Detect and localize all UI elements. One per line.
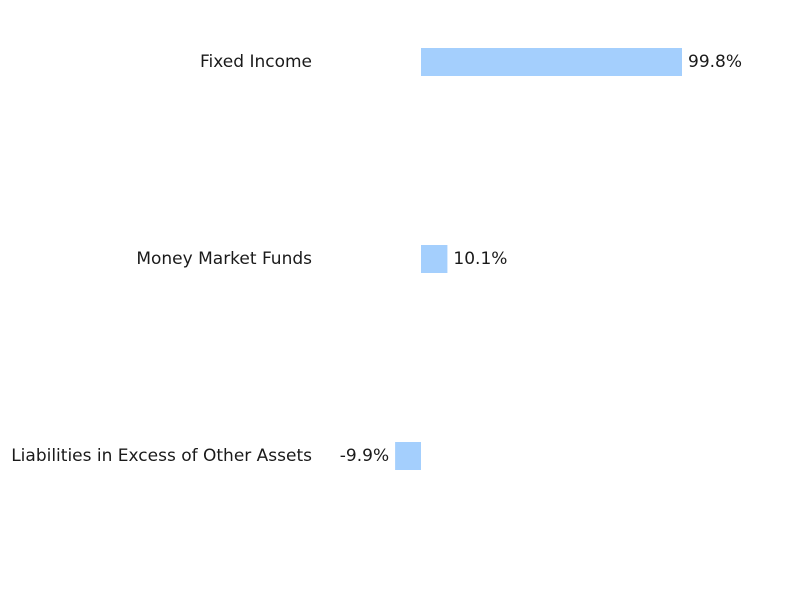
bar-1 bbox=[421, 245, 448, 273]
bar-0 bbox=[421, 48, 682, 76]
category-label-1: Money Market Funds bbox=[136, 249, 312, 269]
category-label-0: Fixed Income bbox=[200, 52, 312, 72]
bars-layer bbox=[395, 48, 682, 470]
data-label-0: 99.8% bbox=[688, 52, 742, 72]
data-label-2: -9.9% bbox=[340, 446, 389, 466]
data-label-1: 10.1% bbox=[453, 249, 507, 269]
category-label-2: Liabilities in Excess of Other Assets bbox=[11, 446, 312, 466]
labels-layer: Fixed Income 99.8% Money Market Funds 10.1%… bbox=[11, 52, 742, 466]
bar-2 bbox=[395, 442, 421, 470]
